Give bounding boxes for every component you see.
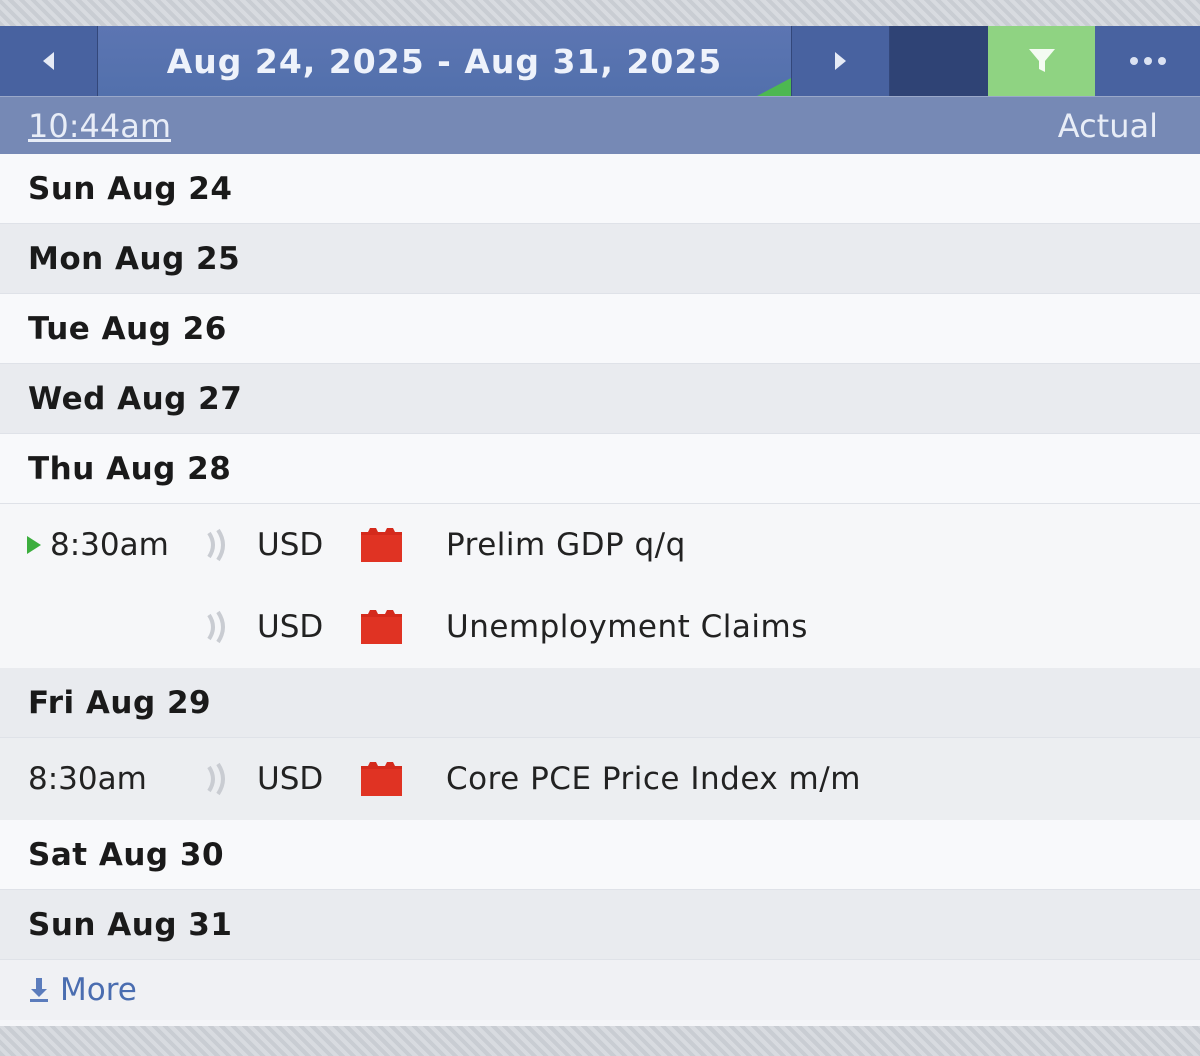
toolbar-blank-button[interactable]: [890, 26, 988, 96]
more-label: More: [60, 972, 137, 1008]
sound-alert-icon[interactable]: [205, 609, 231, 645]
filter-button[interactable]: [988, 26, 1095, 96]
day-row: Sun Aug 24: [0, 154, 1200, 224]
event-title: Core PCE Price Index m/m: [446, 761, 861, 797]
range-corner-indicator: [757, 78, 791, 96]
date-range-selector[interactable]: Aug 24, 2025 - Aug 31, 2025: [98, 26, 792, 96]
day-label: Sat Aug 30: [28, 836, 225, 873]
current-time-link[interactable]: 10:44am: [28, 106, 171, 145]
day-label: Wed Aug 27: [28, 380, 243, 417]
day-row: Sat Aug 30: [0, 820, 1200, 890]
more-dots-icon: [1129, 57, 1166, 65]
sound-alert-icon[interactable]: [205, 527, 231, 563]
day-row: Fri Aug 29: [0, 668, 1200, 738]
day-row: Wed Aug 27: [0, 364, 1200, 434]
left-arrow-icon: [43, 52, 54, 70]
event-currency: USD: [257, 761, 324, 797]
day-label: Fri Aug 29: [28, 684, 212, 721]
day-label: Sun Aug 31: [28, 906, 233, 943]
high-impact-folder-icon: [361, 610, 402, 644]
day-label: Thu Aug 28: [28, 450, 232, 487]
day-label: Mon Aug 25: [28, 240, 241, 277]
event-currency: USD: [257, 609, 324, 645]
day-label: Sun Aug 24: [28, 170, 233, 207]
more-options-button[interactable]: [1095, 26, 1200, 96]
event-row[interactable]: 8:30am USD Prelim GDP q/q: [0, 504, 1200, 586]
filter-icon: [1028, 49, 1055, 72]
right-arrow-icon: [835, 52, 846, 70]
subheader-bar: 10:44am Actual: [0, 96, 1200, 154]
event-list: Sun Aug 24 Mon Aug 25 Tue Aug 26 Wed Aug…: [0, 154, 1200, 1020]
download-arrow-icon: [30, 978, 48, 1002]
actual-column-header: Actual: [1057, 106, 1158, 145]
sound-alert-icon[interactable]: [205, 761, 231, 797]
calendar-frame: Aug 24, 2025 - Aug 31, 2025 10:44am Actu…: [0, 26, 1200, 1026]
previous-week-button[interactable]: [0, 26, 98, 96]
load-more-link[interactable]: More: [0, 960, 1200, 1020]
next-week-button[interactable]: [792, 26, 890, 96]
high-impact-folder-icon: [361, 762, 402, 796]
top-toolbar: Aug 24, 2025 - Aug 31, 2025: [0, 26, 1200, 96]
event-title: Prelim GDP q/q: [446, 527, 686, 563]
day-row: Mon Aug 25: [0, 224, 1200, 294]
day-row: Thu Aug 28: [0, 434, 1200, 504]
day-label: Tue Aug 26: [28, 310, 227, 347]
day-row: Sun Aug 31: [0, 890, 1200, 960]
high-impact-folder-icon: [361, 528, 402, 562]
date-range-label: Aug 24, 2025 - Aug 31, 2025: [166, 41, 723, 81]
event-currency: USD: [257, 527, 324, 563]
event-row[interactable]: 8:30am USD Core PCE Price Index m/m: [0, 738, 1200, 820]
event-time: 8:30am: [28, 761, 147, 797]
event-time: 8:30am: [50, 527, 169, 563]
next-event-play-icon: [27, 536, 41, 554]
event-title: Unemployment Claims: [446, 609, 808, 645]
event-row[interactable]: USD Unemployment Claims: [0, 586, 1200, 668]
day-row: Tue Aug 26: [0, 294, 1200, 364]
